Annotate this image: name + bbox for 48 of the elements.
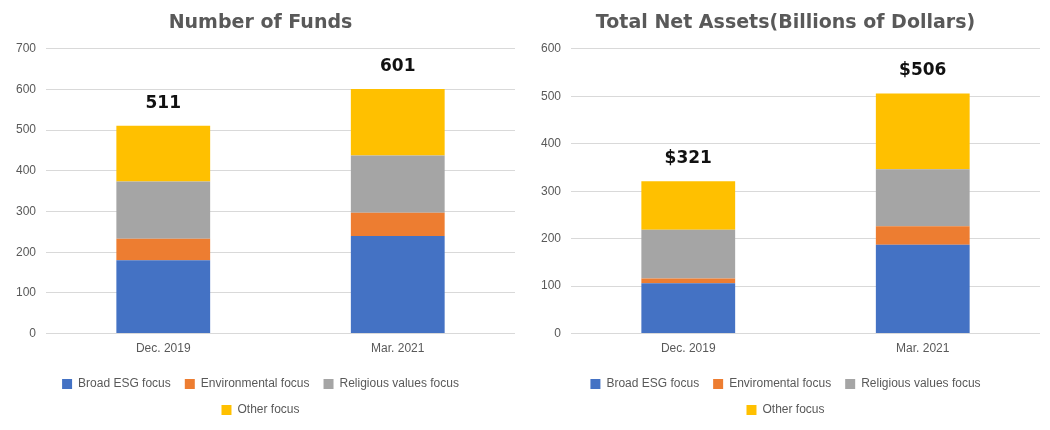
legend-label: Religious values focus [861,376,981,391]
y-tick-label: 100 [15,285,37,300]
y-tick-label: 400 [540,136,562,151]
bar [875,226,970,245]
y-tick-label: 200 [540,230,562,245]
total-label: 601 [380,55,416,75]
bar [641,283,736,334]
x-tick-label: Mar. 2021 [371,341,425,356]
y-tick-label: 200 [15,244,37,259]
legend-label: Enviromental focus [729,376,832,391]
y-tick-label: 500 [15,122,37,137]
bar [350,212,445,236]
y-tick-label: 700 [15,41,37,56]
y-tick-label: 300 [15,203,37,218]
bar [116,181,211,239]
x-tick-label: Dec. 2019 [135,341,191,356]
legend-label: Other focus [762,402,825,417]
legend-label: Broad ESG focus [78,376,171,391]
bar [116,125,211,182]
y-tick-label: 300 [540,183,562,198]
bar [875,93,970,170]
y-tick-label: 500 [540,88,562,103]
y-tick-label: 0 [554,325,562,340]
x-tick-label: Dec. 2019 [660,341,716,356]
y-tick-label: 100 [540,278,562,293]
y-tick-label: 600 [15,81,37,96]
bar [641,181,736,230]
y-tick-label: 0 [29,325,37,340]
bar [350,89,445,156]
bar [116,260,211,334]
chart-title: Total Net Assets(Billions of Dollars) [595,10,976,33]
bar [350,155,445,213]
total-label: $321 [664,147,712,168]
bar [875,169,970,227]
y-tick-label: 600 [540,41,562,56]
bar [116,238,211,261]
legend-label: Other focus [237,402,300,417]
x-tick-label: Mar. 2021 [896,341,950,356]
bar [875,244,970,334]
bar [350,235,445,334]
legend-label: Religious values focus [339,376,459,391]
legend-label: Environmental focus [200,376,310,391]
legend-label: Broad ESG focus [606,376,700,391]
y-tick-label: 400 [15,163,37,178]
chart-title: Number of Funds [168,10,353,33]
bar [641,229,736,279]
total-label: 511 [145,91,182,112]
total-label: $506 [899,59,947,80]
